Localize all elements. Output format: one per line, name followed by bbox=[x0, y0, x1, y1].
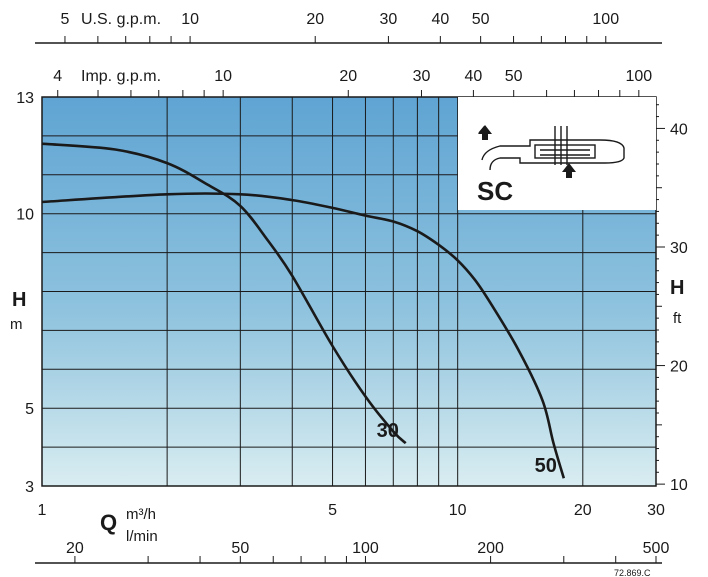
x-impgpm-tick-label: 20 bbox=[339, 68, 357, 85]
y-right-symbol: H bbox=[670, 277, 684, 299]
curve-50 bbox=[41, 192, 566, 479]
top-axis-title-usgpm: U.S. g.p.m. bbox=[81, 11, 161, 28]
x-impgpm-tick-label: 10 bbox=[214, 68, 232, 85]
x-impgpm-tick-label: 100 bbox=[625, 68, 652, 85]
x-axis-symbol: Q bbox=[100, 510, 117, 535]
x-impgpm-tick-label: 50 bbox=[505, 68, 523, 85]
y-left-tick-label: 3 bbox=[25, 479, 34, 496]
x-lmin-tick-label: 50 bbox=[231, 540, 249, 557]
x-lmin-tick-label: 200 bbox=[477, 540, 504, 557]
x-m3h-tick-label: 20 bbox=[574, 502, 592, 519]
x-impgpm-tick-label: 40 bbox=[465, 68, 483, 85]
y-left-tick-label: 10 bbox=[16, 207, 34, 224]
x-impgpm-tick-label: 4 bbox=[53, 68, 62, 85]
curves: 30 50 bbox=[41, 142, 566, 479]
curve-label-30: 30 bbox=[377, 420, 399, 442]
y-left-tick-label: 5 bbox=[25, 401, 34, 418]
x-usgpm-tick-label: 10 bbox=[181, 11, 199, 28]
axes: 3 5 10 13 10 20 30 40 1 5 10 20 30 20 50 100 200 500 5 10 20… bbox=[16, 11, 688, 563]
x-m3h-tick-label: 1 bbox=[38, 502, 47, 519]
x-usgpm-tick-label: 20 bbox=[306, 11, 324, 28]
x-usgpm-tick-label: 100 bbox=[592, 11, 619, 28]
x-lmin-tick-label: 20 bbox=[66, 540, 84, 557]
x-usgpm-tick-label: 50 bbox=[472, 11, 490, 28]
curve-30 bbox=[41, 142, 407, 445]
x-lmin-tick-label: 100 bbox=[352, 540, 379, 557]
y-left-symbol: H bbox=[12, 289, 26, 311]
y-right-tick-label: 30 bbox=[670, 240, 688, 257]
x-m3h-tick-label: 5 bbox=[328, 502, 337, 519]
x-m3h-tick-label: 10 bbox=[449, 502, 467, 519]
drawing-code: 72.869.C bbox=[614, 568, 651, 577]
pump-diagram: SC bbox=[458, 97, 656, 210]
x-unit-lmin: l/min bbox=[126, 528, 158, 545]
y-right-unit: ft bbox=[673, 310, 682, 327]
y-left-unit: m bbox=[10, 316, 23, 333]
x-unit-m3h: m³/h bbox=[126, 506, 156, 523]
x-lmin-tick-label: 500 bbox=[643, 540, 670, 557]
x-usgpm-tick-label: 40 bbox=[431, 11, 449, 28]
y-right-tick-label: 20 bbox=[670, 359, 688, 376]
y-right-tick-label: 10 bbox=[670, 477, 688, 494]
pump-icon bbox=[478, 125, 625, 171]
pump-label: SC bbox=[477, 176, 513, 206]
y-left-tick-label: 13 bbox=[16, 90, 34, 107]
pump-arrows bbox=[478, 125, 576, 178]
curve-label-50: 50 bbox=[535, 455, 557, 477]
x-usgpm-tick-label: 30 bbox=[380, 11, 398, 28]
pump-inset-box bbox=[458, 97, 656, 210]
x-m3h-tick-label: 30 bbox=[647, 502, 665, 519]
x-impgpm-tick-label: 30 bbox=[413, 68, 431, 85]
top-axis-title-impgpm: Imp. g.p.m. bbox=[81, 68, 161, 85]
x-usgpm-tick-label: 5 bbox=[61, 11, 70, 28]
y-right-tick-label: 40 bbox=[670, 121, 688, 138]
